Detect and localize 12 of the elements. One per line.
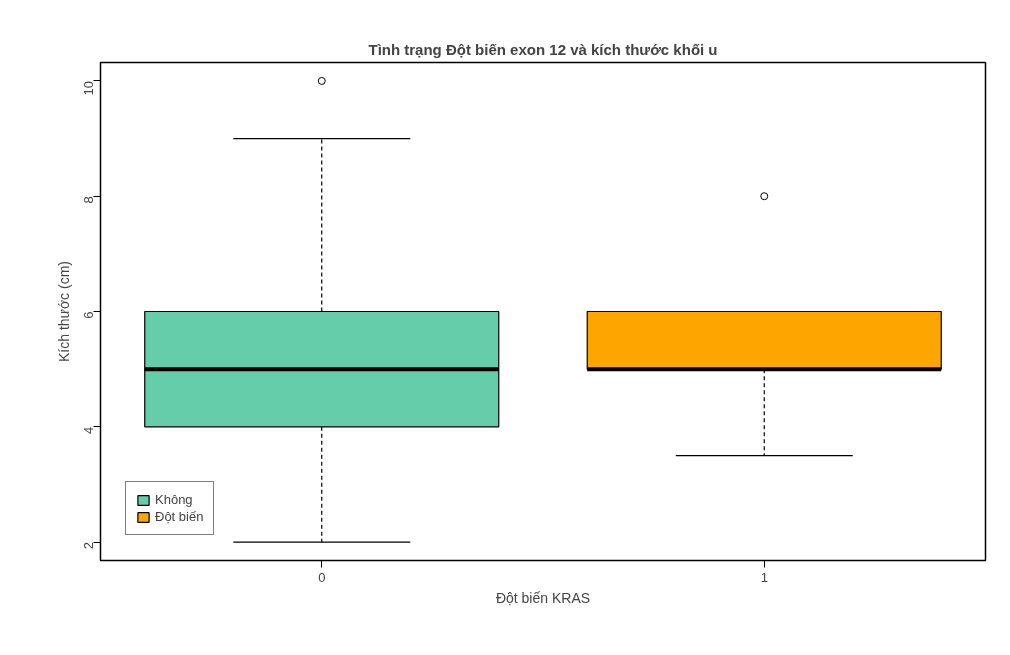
x-tick-label: 0	[318, 569, 326, 585]
y-tick-label: 2	[81, 542, 96, 550]
y-axis-title: Kích thước (cm)	[55, 260, 72, 362]
x-axis-title: Đột biến KRAS	[495, 589, 591, 606]
legend-label: Đột biến	[155, 509, 204, 524]
y-tick-label: 6	[81, 311, 96, 319]
y-tick-label: 8	[81, 196, 96, 204]
legend-label: Không	[155, 492, 193, 507]
chart-title: Tình trạng Đột biến exon 12 và kích thước khối u	[368, 40, 718, 58]
y-tick-label: 10	[81, 80, 96, 96]
y-tick-label: 4	[81, 426, 96, 435]
x-tick-label: 1	[760, 569, 768, 585]
